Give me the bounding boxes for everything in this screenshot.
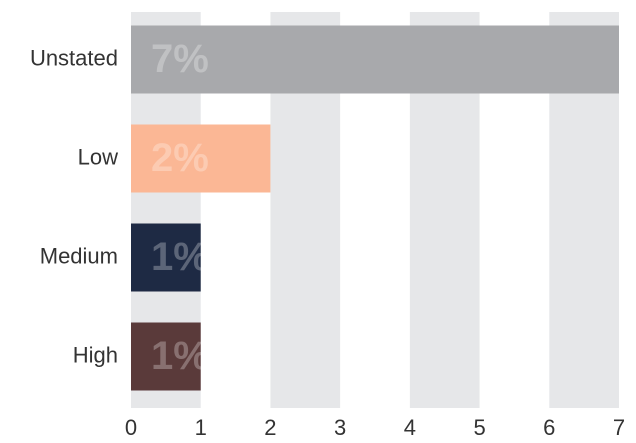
x-tick-label: 2 bbox=[264, 415, 276, 440]
x-tick-label: 1 bbox=[195, 415, 207, 440]
x-tick-label: 5 bbox=[473, 415, 485, 440]
x-tick-label: 6 bbox=[543, 415, 555, 440]
bar bbox=[131, 322, 201, 391]
bar bbox=[131, 25, 619, 94]
value-label: 1% bbox=[151, 334, 209, 378]
x-tick-label: 7 bbox=[613, 415, 625, 440]
x-tick-label: 4 bbox=[404, 415, 416, 440]
bar bbox=[131, 124, 271, 193]
value-label: 2% bbox=[151, 136, 209, 180]
x-tick-label: 0 bbox=[125, 415, 137, 440]
value-label: 7% bbox=[151, 37, 209, 81]
category-label: Medium bbox=[40, 243, 118, 268]
value-label: 1% bbox=[151, 235, 209, 279]
x-tick-label: 3 bbox=[334, 415, 346, 440]
bar bbox=[131, 223, 201, 292]
category-label: Unstated bbox=[30, 45, 118, 70]
category-label: High bbox=[73, 342, 118, 367]
category-label: Low bbox=[78, 144, 118, 169]
